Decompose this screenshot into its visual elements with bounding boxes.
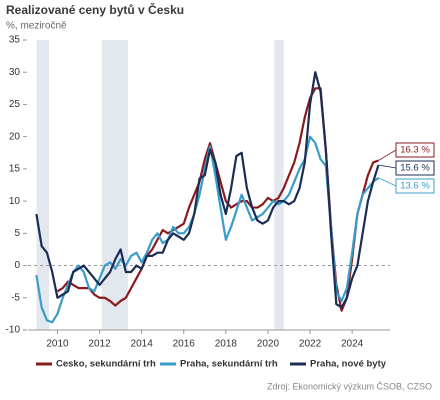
y-tick-label: 30: [9, 67, 21, 78]
chart-subtitle: %, meziročně: [6, 21, 67, 32]
end-label: 16.3 %: [400, 145, 430, 156]
y-tick-label: 5: [14, 228, 20, 239]
chart-title: Realizované ceny bytů v Česku: [6, 2, 184, 17]
series-line: [35, 71, 380, 309]
end-label: 15.6 %: [400, 163, 430, 174]
end-label-leader: [378, 177, 397, 187]
y-tick-label: -10: [6, 325, 21, 336]
x-tick-label: 2014: [131, 339, 154, 350]
y-tick-label: 10: [9, 196, 21, 207]
y-tick-label: 25: [9, 99, 21, 110]
end-label-leader: [378, 149, 397, 161]
x-tick-label: 2018: [215, 339, 238, 350]
legend-label: Cesko, sekundární trh: [56, 359, 156, 370]
shaded-period: [274, 40, 284, 330]
x-tick-label: 2020: [257, 339, 280, 350]
shaded-period: [101, 40, 128, 330]
end-label-box: [395, 178, 435, 194]
end-label-leader: [378, 164, 397, 169]
source-note: Zdroj: Ekonomický výzkum ČSOB, CZSO: [267, 381, 432, 391]
y-tick-label: -5: [11, 292, 20, 303]
y-tick-label: 35: [9, 35, 21, 46]
y-tick-label: 15: [9, 164, 21, 175]
x-tick-label: 2016: [173, 339, 196, 350]
end-label: 13.6 %: [400, 181, 430, 192]
x-tick-label: 2012: [88, 339, 111, 350]
x-tick-label: 2022: [299, 339, 322, 350]
end-label-box: [395, 160, 435, 176]
shaded-period: [36, 40, 50, 330]
y-tick-label: 20: [9, 131, 21, 142]
x-tick-label: 2024: [341, 339, 364, 350]
legend-label: Praha, sekundární trh: [180, 359, 278, 370]
x-tick-label: 2010: [46, 339, 69, 350]
end-label-box: [395, 142, 435, 158]
y-tick-label: 0: [14, 260, 20, 271]
legend-label: Praha, nové byty: [310, 359, 387, 370]
